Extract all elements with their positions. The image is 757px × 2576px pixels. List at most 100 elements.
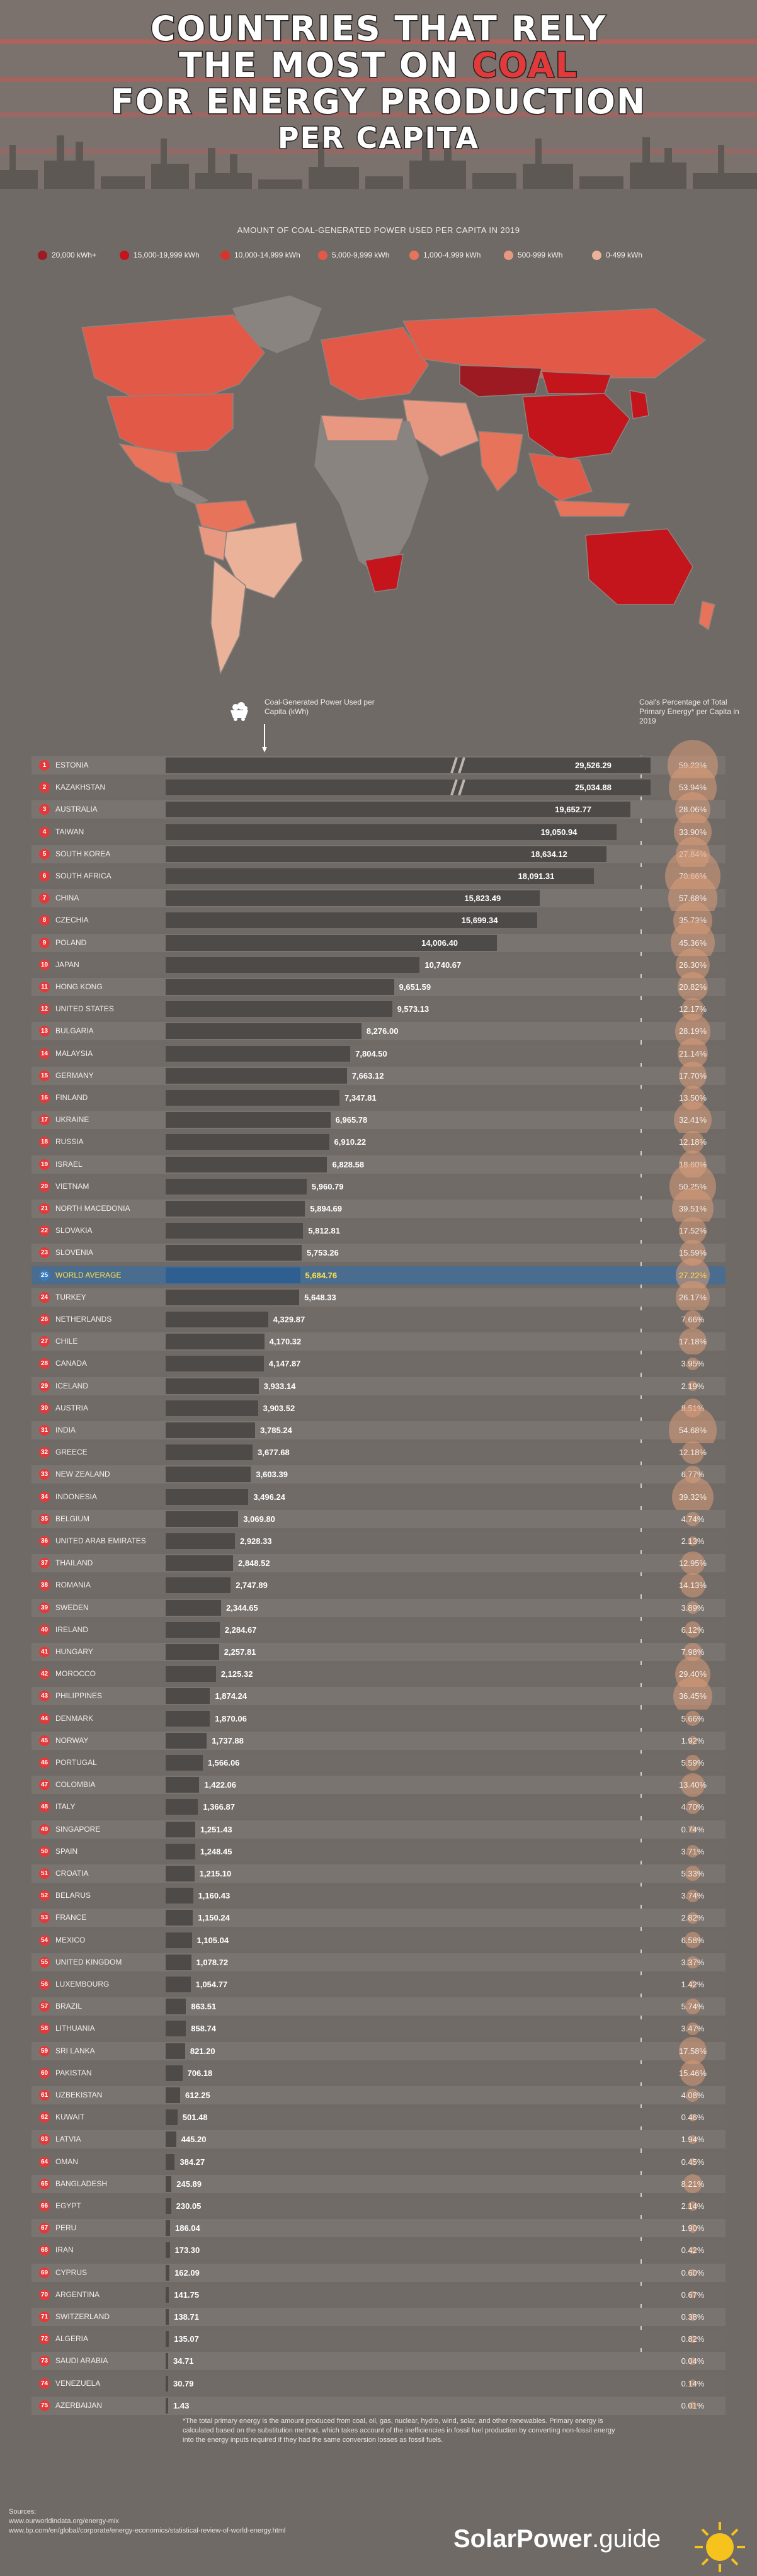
rank-badge: 45	[39, 1735, 50, 1746]
bar	[166, 1777, 200, 1793]
table-row: 52 BELARUS 1,160.43 3.74%	[31, 1886, 726, 1905]
rank-badge: 20	[39, 1181, 50, 1192]
column-header-percentage: Coal's Percentage of Total Primary Energ…	[639, 698, 739, 725]
data-label: 5,812.81	[308, 1226, 340, 1236]
rank-badge: 2	[39, 782, 50, 793]
legend-label: 10,000-14,999 kWh	[234, 251, 300, 259]
row-band	[31, 1399, 726, 1417]
table-row: 38 ROMANIA 2,747.89 14.13%	[31, 1573, 726, 1598]
rank-badge: 16	[39, 1092, 50, 1103]
bar	[166, 2353, 168, 2369]
rank-badge: 41	[39, 1647, 50, 1657]
data-label: 706.18	[187, 2068, 213, 2078]
row-band	[31, 1620, 726, 1639]
row-band	[31, 2108, 726, 2127]
rank-badge: 24	[39, 1291, 50, 1303]
row-band	[31, 1975, 726, 1994]
bar	[166, 1599, 222, 1616]
table-row: 74 VENEZUELA 30.79 0.14%	[31, 2374, 726, 2393]
country-label: POLAND	[55, 938, 87, 947]
row-band	[31, 2352, 726, 2371]
bar	[166, 1201, 305, 1217]
bar	[166, 2397, 168, 2414]
percentage-label: 45.36%	[678, 938, 707, 948]
source-link-2[interactable]: www.bp.com/en/global/corporate/energy-ec…	[9, 2527, 286, 2534]
row-band	[31, 1798, 726, 1817]
table-row: 23 SLOVENIA 5,753.26 15.59%	[31, 1240, 726, 1266]
country-label: ICELAND	[55, 1381, 89, 1390]
data-label: 7,347.81	[344, 1093, 377, 1103]
rank-badge: 58	[39, 2023, 50, 2034]
table-row: 72 ALGERIA 135.07 0.82%	[31, 2329, 726, 2349]
rank-badge: 73	[39, 2356, 50, 2367]
row-band	[31, 1443, 726, 1462]
rank-badge: 17	[39, 1115, 50, 1126]
bar	[166, 1666, 216, 1682]
data-label: 1,150.24	[198, 1913, 230, 1923]
row-band	[31, 1354, 726, 1373]
rank-badge: 75	[39, 2400, 50, 2411]
source-link-1[interactable]: www.ourworldindata.org/energy-mix	[9, 2517, 119, 2525]
row-band	[31, 1776, 726, 1795]
percentage-label: 0.60%	[681, 2267, 705, 2278]
bar	[166, 2331, 169, 2347]
table-row: 37 THAILAND 2,848.52 12.95%	[31, 1551, 726, 1575]
bar	[166, 1245, 302, 1261]
percentage-bubble	[689, 2402, 697, 2410]
bar	[166, 1112, 331, 1128]
data-label: 135.07	[174, 2334, 199, 2344]
percentage-bubble	[687, 1912, 698, 1924]
row-band	[31, 2174, 726, 2193]
legend-swatch	[504, 250, 513, 260]
data-label: 15,823.49	[464, 894, 501, 904]
row-band	[31, 1665, 726, 1684]
rank-badge: 29	[39, 1380, 50, 1392]
row-band	[31, 1155, 726, 1174]
country-label: EGYPT	[55, 2201, 81, 2210]
table-row: 43 PHILIPPINES 1,874.24 36.45%	[31, 1676, 726, 1716]
data-label: 3,677.68	[258, 1448, 290, 1458]
rank-badge: 72	[39, 2334, 50, 2345]
map-chile-argentina	[210, 559, 246, 676]
table-row: 62 KUWAIT 501.48 0.46%	[31, 2108, 726, 2127]
percentage-label: 27.22%	[678, 1270, 707, 1280]
percentage-bubble	[684, 1931, 702, 1949]
rank-badge: 50	[39, 1846, 50, 1857]
row-band	[31, 1332, 726, 1351]
rank-badge: 12	[39, 1004, 50, 1015]
data-label: 186.04	[174, 2223, 200, 2233]
country-label: UKRAINE	[55, 1115, 89, 1125]
percentage-label: 3.89%	[681, 1603, 705, 1613]
country-label: PAKISTAN	[55, 2068, 92, 2077]
table-row: 75 AZERBAIJAN 1.43 0.01%	[31, 2396, 726, 2415]
percentage-label: 0.38%	[681, 2312, 705, 2322]
data-label: 141.75	[174, 2289, 200, 2300]
rank-badge: 71	[39, 2312, 50, 2322]
data-label: 15,699.34	[461, 916, 498, 926]
country-label: ITALY	[55, 1802, 76, 1812]
percentage-label: 3.74%	[681, 1891, 705, 1901]
rank-badge: 5	[39, 848, 50, 860]
row-band	[31, 1731, 726, 1750]
table-row: 25 WORLD AVERAGE 5,684.76 27.22%	[31, 1257, 726, 1293]
axis-break-mark	[450, 780, 465, 796]
rank-badge: 68	[39, 2245, 50, 2256]
table-row: 3 AUSTRALIA 19,652.77 28.06%	[31, 792, 726, 827]
factory-skyline	[0, 132, 757, 189]
table-row: 11 HONG KONG 9,651.59 20.82%	[31, 972, 726, 1002]
country-label: BELGIUM	[55, 1514, 90, 1523]
rank-badge: 33	[39, 1469, 50, 1480]
percentage-bubble	[679, 1217, 707, 1245]
bar	[166, 2043, 185, 2059]
row-band	[31, 1754, 726, 1772]
row-band	[31, 1643, 726, 1661]
table-row: 31 INDIA 3,785.24 54.68%	[31, 1406, 726, 1455]
percentage-label: 5.66%	[681, 1713, 705, 1723]
rank-badge: 64	[39, 2156, 50, 2167]
country-label: CANADA	[55, 1359, 88, 1368]
percentage-bubble	[685, 1621, 701, 1638]
rank-badge: 40	[39, 1624, 50, 1635]
percentage-bubble	[678, 972, 708, 1002]
